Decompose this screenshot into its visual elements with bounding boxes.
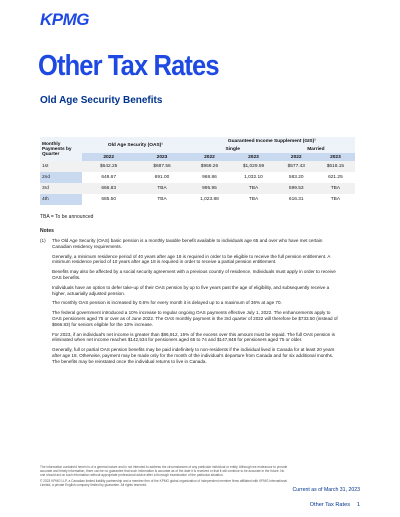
note-paragraph: The Old Age Security (OAS) basic pension… [52, 238, 323, 249]
page-label: Other Tax Rates [309, 502, 350, 508]
page-number: 1 [356, 502, 360, 508]
table-row: 3rd 666.83 TBA 995.95 TBA 599.53 TBA [40, 183, 355, 194]
row-label: 3rd [40, 183, 82, 194]
table-cell: $642.25 [82, 161, 136, 172]
table-cell: 621.25 [328, 175, 343, 180]
table-cell: 648.67 [101, 175, 116, 180]
table-cell: $959.26 [188, 161, 231, 172]
table-row: 2nd 648.67 691.00 968.86 1,032.10 583.20 621.2… [40, 172, 355, 183]
table-cell: $618.15 [315, 161, 355, 172]
table-cell: TBA [315, 183, 355, 194]
row-label: 4th [40, 194, 82, 205]
group-header: Guaranteed Income Supplement (GIS)¹ [188, 137, 355, 145]
table-body: 1st $642.25 $687.56 $959.26 $1,029.59 $577.43… [40, 161, 355, 205]
note-paragraph: Benefits may also be affected by a socia… [52, 269, 336, 280]
table-cell: 995.95 [188, 183, 231, 194]
tba-note: TBA = To be announced [40, 214, 94, 220]
year-header: 2023 [135, 153, 189, 161]
disclaimer: The information contained herein is of a… [40, 465, 290, 489]
note-paragraph: For 2023, if an individual's net income … [52, 331, 335, 343]
table-cell: 616.31 [288, 197, 304, 202]
group-header: Old Age Security (OAS)¹ [82, 137, 189, 153]
year-header: 2022 [276, 153, 316, 161]
year-header: 2023 [315, 153, 355, 161]
table-cell: 1,023.88 [200, 197, 219, 202]
title: Other Tax Rates [38, 50, 220, 82]
table-cell: TBA [230, 183, 277, 194]
table-cell: $687.56 [135, 161, 189, 172]
table-cell: TBA [330, 197, 341, 202]
note-paragraph: The federal government introduced a 10% … [52, 310, 338, 327]
note-paragraph: Individuals have an option to defer take… [52, 284, 330, 296]
notes: (1) The Old Age Security (OAS) basic pen… [40, 238, 340, 369]
table-cell: $1,029.59 [230, 161, 277, 172]
table-row: 1st $642.25 $687.56 $959.26 $1,029.59 $577.43… [40, 161, 355, 172]
row-label: 2nd [40, 172, 82, 183]
disclaimer-text: The information contained herein is of a… [40, 465, 288, 477]
disclaimer-text: © 2023 KPMG LLP, a Canadian limited liab… [40, 479, 287, 487]
subtitle: Old Age Security Benefits [40, 95, 163, 106]
logo: KPMG [40, 10, 90, 29]
table-cell: $577.43 [276, 161, 316, 172]
table-cell: TBA [135, 183, 189, 194]
table-cell: 691.00 [154, 175, 170, 180]
note-paragraph: The monthly OAS pension is increased by … [52, 300, 282, 306]
benefits-table: Monthly Payments by Quarter Old Age Secu… [40, 137, 355, 205]
table-cell: 666.83 [82, 183, 136, 194]
year-header: 2022 [82, 153, 136, 161]
table-cell: 599.53 [276, 183, 316, 194]
table-cell: 968.86 [202, 175, 217, 180]
year-header: 2022 [188, 153, 231, 161]
row-label: 1st [40, 161, 82, 172]
table-row: 4th 685.50 TBA 1,023.88 TBA 616.31 TBA [40, 194, 355, 205]
date: Current as of March 31, 2023 [292, 487, 360, 493]
year-row: 2022 2023 2022 2023 2022 2023 [40, 153, 355, 161]
table-cell: 685.50 [101, 197, 116, 202]
note-paragraph: Generally, full or partial OAS pension b… [52, 347, 335, 364]
note-paragraph: Generally, a minimum residence period of… [52, 253, 331, 265]
table-cell: TBA [248, 197, 259, 202]
year-header: 2023 [230, 153, 277, 161]
note-marker: (1) [40, 238, 46, 243]
row-header: Monthly Payments by Quarter [40, 137, 82, 161]
sub-header: Single [188, 145, 277, 153]
table-cell: 583.20 [288, 175, 304, 180]
table-cell: TBA [157, 197, 167, 202]
sub-header: Married [276, 145, 355, 153]
notes-heading: Notes [40, 228, 54, 234]
table-cell: 1,032.10 [244, 175, 263, 180]
